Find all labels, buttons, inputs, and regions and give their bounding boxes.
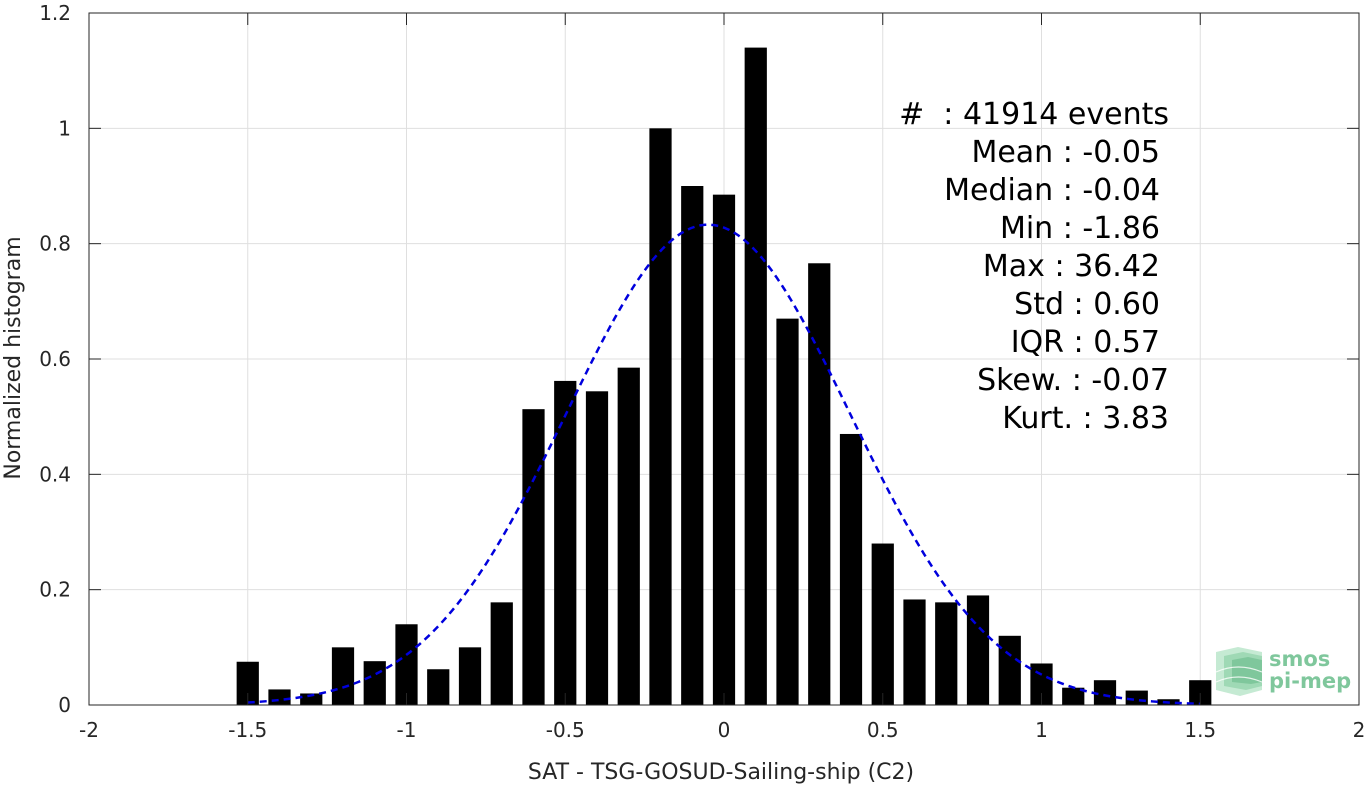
histogram-bar — [268, 689, 291, 705]
stat-line: Kurt. : 3.83 — [1002, 401, 1169, 436]
histogram-bar — [935, 602, 958, 705]
x-tick-label: 0 — [718, 718, 731, 742]
histogram-bar — [649, 128, 672, 706]
stat-line: Std : 0.60 — [1014, 287, 1160, 322]
histogram-bar — [776, 318, 799, 705]
x-tick-label: -1 — [397, 718, 417, 742]
stat-line: Median : -0.04 — [944, 173, 1160, 208]
histogram-bar — [1125, 690, 1148, 705]
histogram-bars — [236, 47, 1212, 706]
y-tick-label: 0.4 — [39, 462, 71, 486]
y-tick-label: 0.2 — [39, 578, 71, 602]
stat-line: IQR : 0.57 — [1011, 325, 1160, 360]
histogram-bar — [363, 661, 386, 705]
histogram-bar — [236, 661, 259, 705]
histogram-bar — [1062, 687, 1085, 705]
x-tick-label: -1.5 — [228, 718, 267, 742]
y-tick-label: 0.8 — [39, 232, 71, 256]
histogram-bar — [903, 599, 926, 705]
histogram-bar — [458, 647, 482, 705]
histogram-bar — [998, 635, 1021, 705]
logo-mark-icon — [1215, 647, 1263, 696]
y-tick-label: 1.2 — [39, 1, 71, 25]
y-tick-label: 1 — [58, 116, 71, 140]
histogram-bar — [617, 367, 640, 705]
histogram-bar — [839, 433, 863, 705]
stat-line: Min : -1.86 — [1000, 211, 1160, 246]
histogram-bar — [490, 602, 513, 705]
histogram-bar — [427, 669, 450, 705]
histogram-bar — [300, 693, 323, 705]
histogram-bar — [331, 647, 355, 705]
y-tick-labels: 0 0.2 0.4 0.6 0.8 1 1.2 — [39, 1, 71, 717]
histogram-bar — [585, 391, 609, 705]
histogram-bar — [395, 624, 418, 705]
histogram-bar — [744, 47, 767, 706]
smos-pi-mep-logo: smos pi-mep — [1215, 647, 1351, 696]
logo-line1: smos — [1269, 647, 1330, 671]
x-tick-label: 1.5 — [1184, 718, 1216, 742]
x-tick-label: 2 — [1353, 718, 1366, 742]
x-tick-labels: -2 -1.5 -1 -0.5 0 0.5 1 1.5 2 — [79, 718, 1365, 742]
axis-ticks — [88, 12, 1360, 706]
histogram-bar — [712, 194, 736, 705]
x-tick-label: -2 — [79, 718, 99, 742]
x-axis-label: SAT - TSG-GOSUD-Sailing-ship (C2) — [528, 760, 914, 785]
x-tick-label: 1 — [1035, 718, 1048, 742]
normal-fit-curve — [247, 223, 1201, 706]
histogram-bar — [871, 543, 894, 705]
y-axis-label: Normalized histogram — [1, 236, 26, 479]
histogram-bar — [1030, 663, 1053, 705]
histogram-bar — [554, 380, 577, 705]
y-tick-label: 0.6 — [39, 347, 71, 371]
x-tick-label: -0.5 — [546, 718, 585, 742]
histogram-bar — [966, 595, 990, 705]
histogram-bar — [681, 186, 704, 705]
stat-line: Skew. : -0.07 — [977, 363, 1169, 398]
y-tick-label: 0 — [58, 693, 71, 717]
histogram-bar — [1189, 680, 1212, 705]
stat-line: # : 41914 events — [899, 97, 1169, 132]
histogram-bar — [1093, 680, 1117, 705]
histogram-bar — [522, 409, 545, 705]
logo-line2: pi-mep — [1269, 669, 1351, 693]
stat-line: Max : 36.42 — [983, 249, 1160, 284]
x-tick-label: 0.5 — [867, 718, 899, 742]
histogram-bar — [808, 263, 831, 705]
stat-line: Mean : -0.05 — [971, 135, 1160, 170]
